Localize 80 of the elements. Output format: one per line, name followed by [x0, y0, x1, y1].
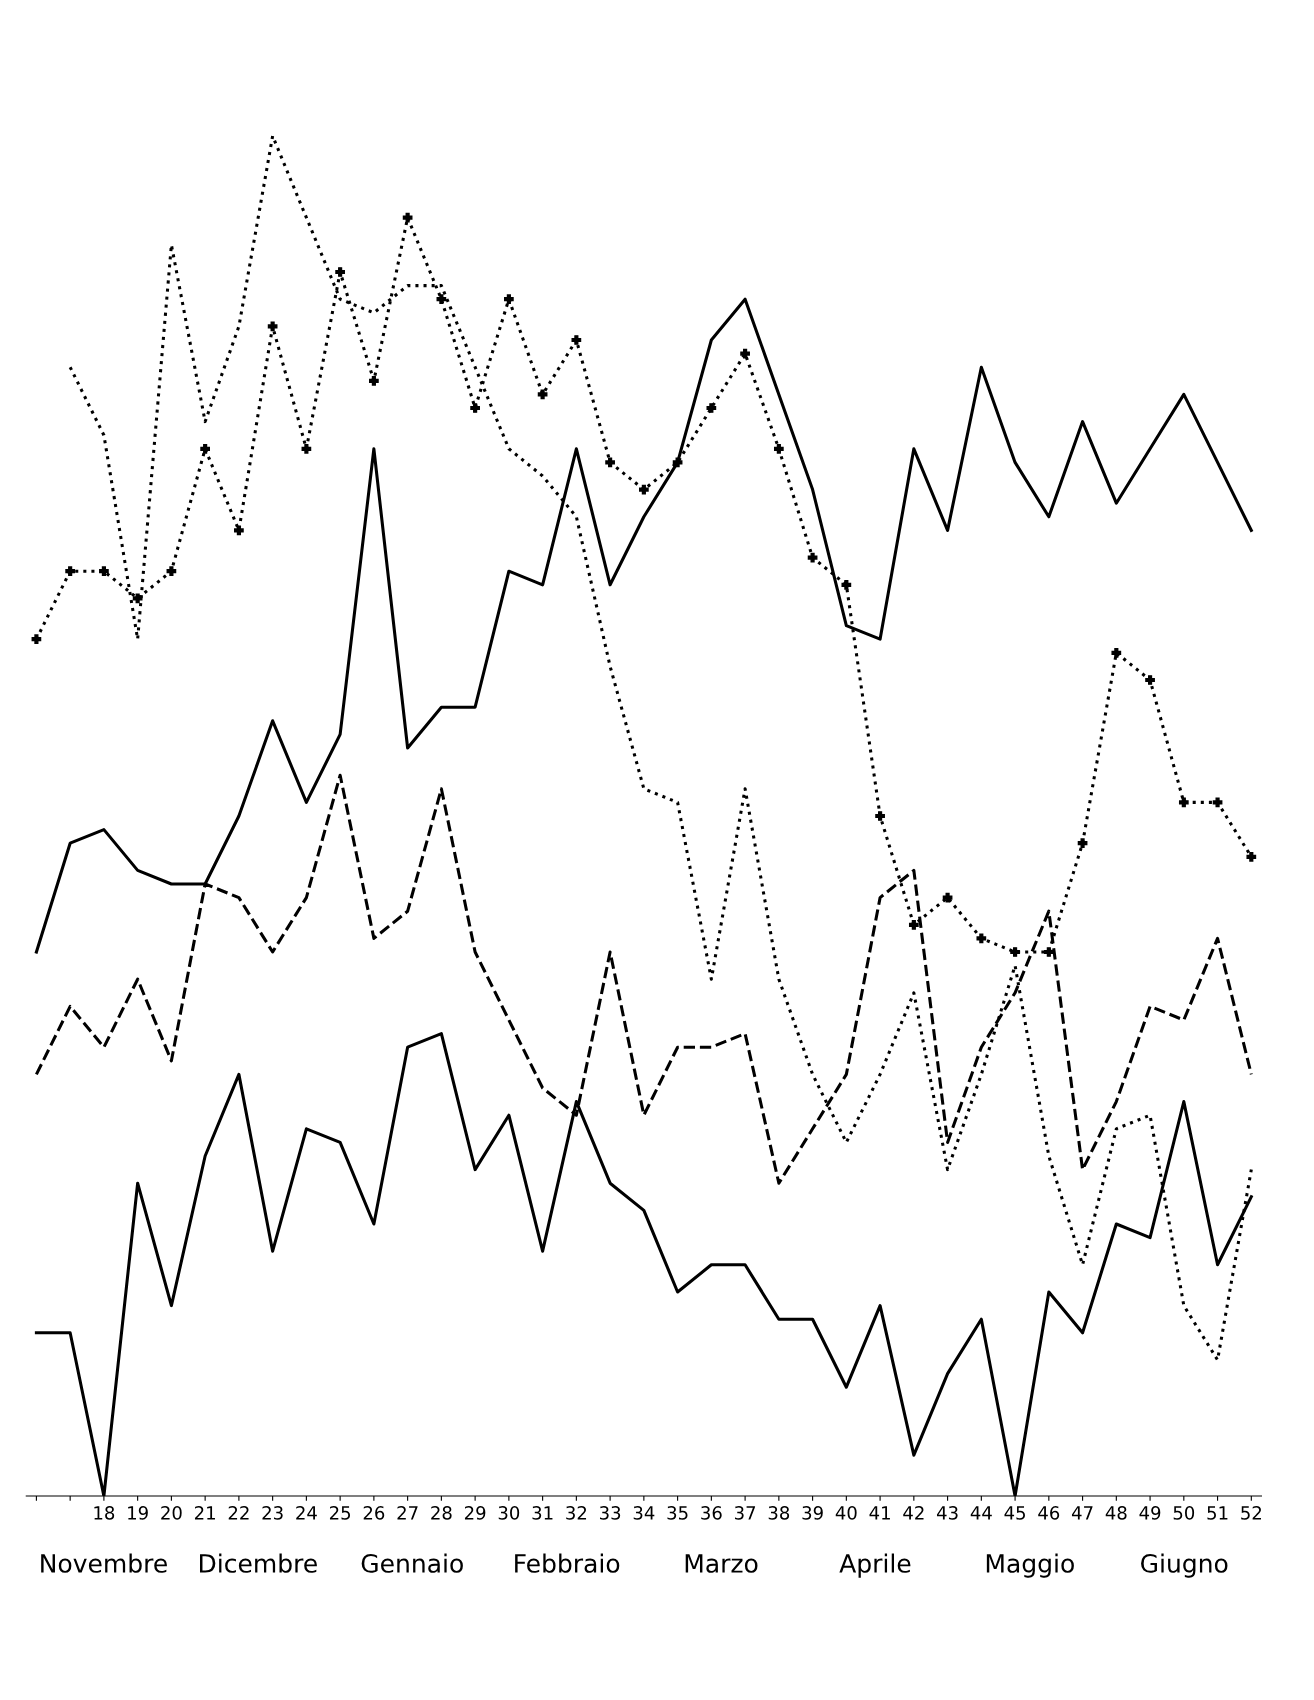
- point: [773, 443, 784, 454]
- x-tick-label: 39: [802, 1506, 823, 1520]
- point: [402, 212, 413, 223]
- point: [740, 348, 750, 359]
- point: [537, 389, 548, 400]
- text: Maggio: [986, 1553, 1074, 1578]
- text: Novembre: [41, 1553, 167, 1573]
- x-tick-label: 45: [1004, 1506, 1025, 1520]
- x-tick-label: 24: [296, 1506, 317, 1520]
- x-tick-label: 27: [397, 1506, 418, 1520]
- x-tick-label: 42: [903, 1506, 924, 1520]
- x-tick-label: 25: [329, 1506, 351, 1520]
- x-tick-label: 51: [1207, 1506, 1228, 1520]
- point: [301, 443, 312, 454]
- x-tick-label: 36: [701, 1506, 722, 1520]
- text: Gennaio: [361, 1553, 463, 1573]
- point: [335, 267, 345, 277]
- x-tick-label: 40: [835, 1506, 857, 1520]
- point: [1043, 947, 1054, 957]
- point: [234, 525, 244, 536]
- x-tick-label: 28: [431, 1506, 452, 1520]
- point: [908, 919, 919, 930]
- x-tick-label: 30: [498, 1506, 520, 1520]
- point: [200, 443, 211, 454]
- point: [706, 403, 717, 413]
- x-tick-label: 21: [194, 1506, 215, 1520]
- point: [942, 892, 953, 903]
- x-tick-label: 20: [161, 1506, 182, 1520]
- x-tick-label: 33: [600, 1506, 621, 1520]
- x-tick-label: 44: [970, 1506, 992, 1520]
- point: [1145, 675, 1155, 685]
- x-tick-label: 49: [1139, 1506, 1161, 1520]
- point: [369, 375, 379, 386]
- point: [1010, 947, 1020, 957]
- point: [571, 335, 582, 345]
- x-tick-label: 29: [464, 1506, 486, 1520]
- x-tick-label: 43: [936, 1506, 958, 1520]
- x-tick-label: 41: [869, 1506, 890, 1520]
- x-tick-label: 46: [1038, 1506, 1060, 1520]
- text: Aprile: [839, 1553, 911, 1578]
- point: [1077, 838, 1088, 849]
- point: [1111, 647, 1122, 658]
- point: [31, 634, 42, 645]
- x-tick-label: 48: [1105, 1506, 1127, 1520]
- text: Giugno: [1141, 1553, 1228, 1578]
- point: [1212, 797, 1223, 808]
- x-tick-label: 31: [532, 1506, 553, 1520]
- x-tick-label: 50: [1173, 1506, 1195, 1520]
- point: [267, 321, 278, 332]
- x-tick-label: 34: [633, 1506, 655, 1520]
- x-tick-label: 19: [128, 1506, 148, 1520]
- point: [132, 593, 143, 604]
- x-tick-label: 18: [94, 1506, 115, 1520]
- point: [875, 811, 885, 821]
- x-tick-label: 23: [262, 1506, 283, 1520]
- point: [1246, 851, 1257, 862]
- point: [470, 403, 480, 413]
- point: [605, 457, 615, 468]
- point: [65, 566, 76, 577]
- text: Marzo: [685, 1554, 758, 1573]
- point: [976, 933, 987, 944]
- point: [638, 484, 649, 495]
- x-tick-label: 47: [1071, 1506, 1093, 1520]
- x-tick-label: 38: [768, 1506, 790, 1520]
- point: [841, 579, 852, 590]
- point: [1178, 797, 1189, 808]
- text: Dicembre: [200, 1553, 317, 1573]
- x-tick-label: 35: [667, 1506, 688, 1520]
- point: [99, 566, 109, 577]
- x-tick-label: 37: [734, 1506, 756, 1520]
- x-tick-label: 22: [228, 1506, 249, 1520]
- point: [436, 294, 447, 305]
- point: [807, 552, 818, 563]
- x-tick-label: 26: [363, 1506, 385, 1520]
- point: [504, 294, 514, 305]
- point: [672, 457, 683, 468]
- text: Febbraio: [515, 1553, 620, 1573]
- point: [166, 566, 177, 577]
- x-tick-label: 52: [1241, 1506, 1261, 1520]
- x-tick-label: 32: [566, 1506, 587, 1520]
